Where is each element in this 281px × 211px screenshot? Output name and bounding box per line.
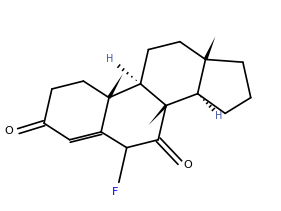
Polygon shape bbox=[148, 104, 167, 125]
Text: O: O bbox=[4, 126, 13, 136]
Text: H: H bbox=[106, 54, 114, 64]
Text: H: H bbox=[215, 111, 223, 121]
Text: F: F bbox=[112, 187, 118, 197]
Polygon shape bbox=[107, 74, 123, 99]
Polygon shape bbox=[204, 37, 215, 60]
Text: O: O bbox=[184, 160, 192, 170]
